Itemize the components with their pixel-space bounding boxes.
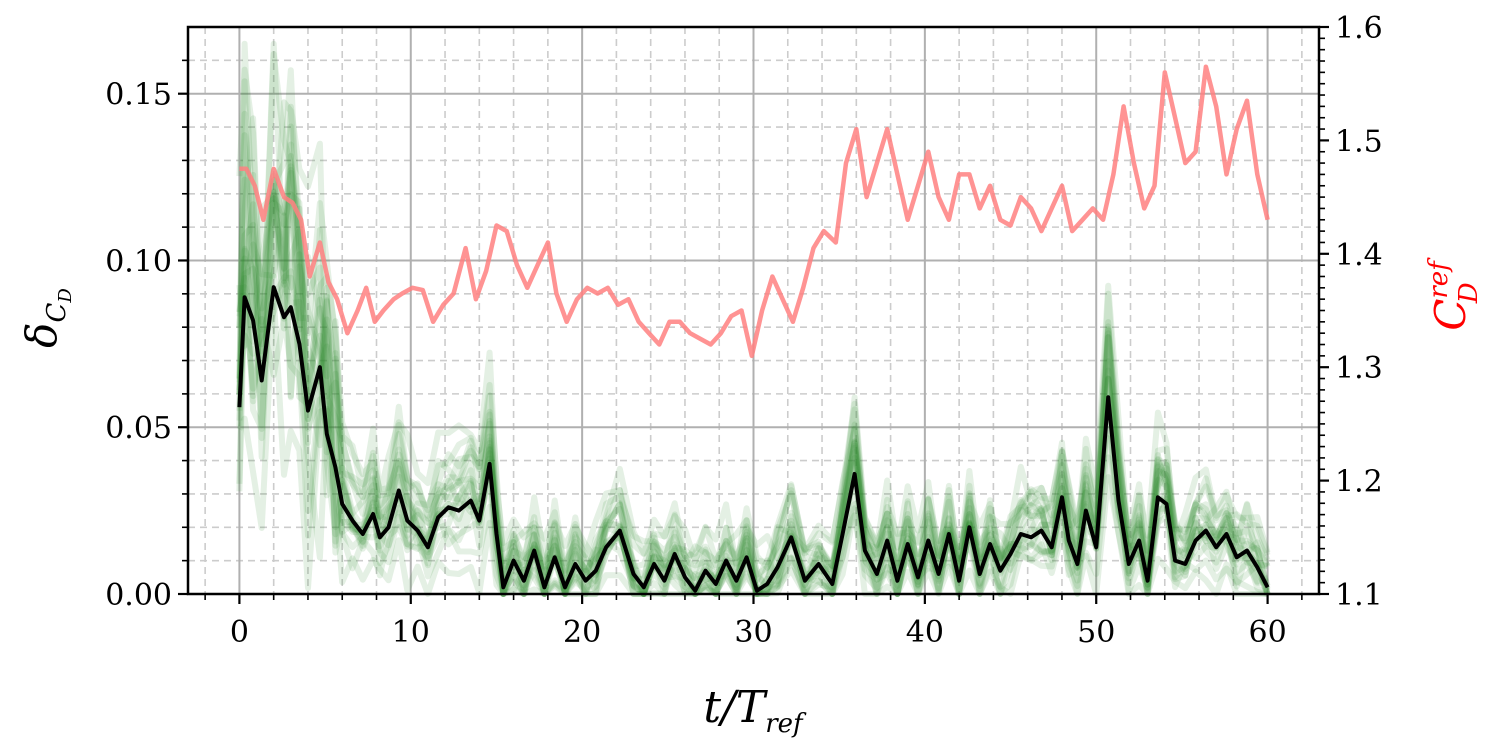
right-y-tick-label: 1.3 [1335,351,1383,386]
ensemble-trace [236,141,1271,577]
right-y-tick-label: 1.4 [1335,238,1383,273]
x-axis-label: t/Tref [703,682,807,739]
x-tick-label: 60 [1248,615,1286,650]
svg-text:CrefD: CrefD [1424,257,1484,331]
x-tick-label: 20 [563,615,601,650]
major-gridlines [188,27,1319,595]
right-y-axis-label: CrefD [1424,257,1484,331]
x-tick-label: 10 [392,615,430,650]
left-y-tick-label: 0.05 [105,411,172,446]
ensemble-trace [236,172,1271,572]
mean-error-line [237,285,1270,593]
left-y-tick-labels: 0.00 0.05 0.10 0.15 [105,78,172,613]
right-y-tick-labels: 1.1 1.2 1.3 1.4 1.5 1.6 [1335,11,1383,613]
axis-ticks [178,25,1329,604]
left-y-axis-label: δCD [17,288,76,348]
right-y-tick-label: 1.6 [1335,11,1383,46]
svg-text:δCD: δCD [17,288,76,348]
reference-drag-line [239,64,1270,359]
x-tick-label: 40 [906,615,944,650]
left-y-tick-label: 0.10 [105,244,172,279]
ensemble-trace [236,40,1271,589]
left-y-tick-label: 0.00 [105,578,172,613]
left-y-tick-label: 0.15 [105,78,172,113]
x-tick-label: 0 [230,615,249,650]
x-tick-label: 30 [734,615,772,650]
right-y-tick-label: 1.5 [1335,124,1383,159]
ensemble-trace [236,40,1271,583]
right-y-tick-label: 1.1 [1335,578,1383,613]
x-tick-label: 50 [1077,615,1115,650]
x-tick-labels: 0 10 20 30 40 50 60 [230,615,1287,650]
right-y-tick-label: 1.2 [1335,465,1383,500]
